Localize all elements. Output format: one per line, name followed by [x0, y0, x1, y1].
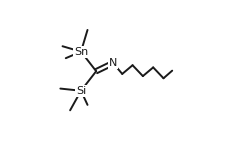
Text: N: N: [109, 58, 117, 68]
Text: Si: Si: [76, 86, 86, 96]
Text: Sn: Sn: [74, 47, 88, 57]
